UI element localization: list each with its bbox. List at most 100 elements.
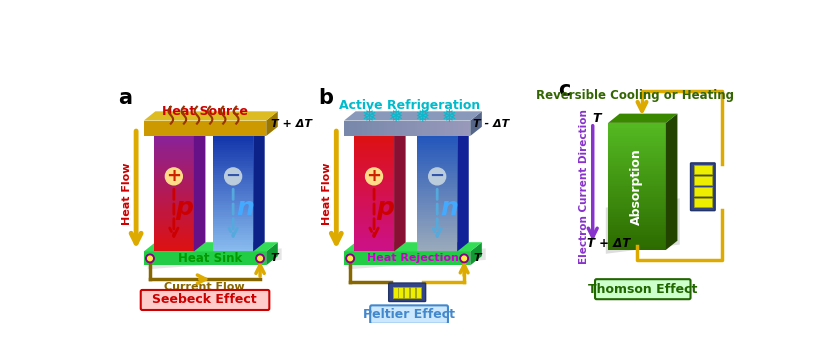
Bar [417, 166, 458, 168]
Bar [417, 147, 458, 150]
Bar [354, 136, 394, 138]
Bar [154, 219, 194, 221]
Bar [430, 121, 433, 136]
Bar [417, 238, 458, 240]
Bar [354, 191, 394, 194]
Bar [417, 150, 458, 152]
Bar [468, 121, 470, 136]
Bar [213, 173, 253, 175]
Bar [154, 166, 194, 168]
Bar [417, 182, 458, 184]
Text: Thomson Effect: Thomson Effect [588, 283, 697, 296]
Bar [354, 182, 394, 184]
Bar [422, 121, 425, 136]
Bar [354, 201, 394, 203]
Bar [154, 136, 194, 138]
Bar [417, 233, 458, 235]
Bar [608, 237, 666, 240]
Text: T + ΔT: T + ΔT [586, 237, 629, 250]
Text: T: T [593, 112, 601, 125]
Bar [213, 138, 253, 140]
Bar [213, 184, 253, 187]
Bar [608, 247, 666, 250]
Bar [354, 228, 394, 231]
Text: Reversible Cooling or Heating: Reversible Cooling or Heating [536, 89, 734, 102]
Text: b: b [319, 87, 334, 107]
Bar [154, 168, 194, 171]
Bar [354, 173, 394, 175]
Bar [354, 147, 394, 150]
Bar [608, 227, 666, 229]
Bar [213, 212, 253, 215]
Bar [154, 164, 194, 166]
Polygon shape [608, 114, 677, 123]
Bar [154, 143, 194, 145]
Bar [213, 210, 253, 212]
Circle shape [148, 256, 152, 261]
Bar [608, 209, 666, 212]
Polygon shape [666, 114, 677, 250]
Bar [154, 138, 194, 140]
Bar [213, 171, 253, 173]
Bar [154, 205, 194, 208]
Bar [608, 163, 666, 166]
Polygon shape [344, 242, 482, 252]
Bar [608, 148, 666, 151]
Bar [154, 215, 194, 217]
Bar [417, 235, 458, 238]
Bar [455, 121, 458, 136]
Bar [417, 159, 458, 162]
Bar [427, 121, 430, 136]
Bar [694, 187, 712, 196]
Bar [213, 247, 253, 249]
Bar [354, 212, 394, 215]
Circle shape [258, 256, 263, 261]
Bar [608, 207, 666, 209]
Bar [354, 166, 394, 168]
Circle shape [460, 254, 468, 262]
Bar [438, 121, 440, 136]
Circle shape [462, 256, 467, 261]
Bar [354, 221, 394, 224]
Bar [417, 217, 458, 219]
Bar [417, 184, 458, 187]
Bar [354, 219, 394, 221]
Bar [608, 229, 666, 232]
Bar [608, 153, 666, 156]
Bar [608, 158, 666, 161]
Bar [417, 189, 458, 191]
Bar [417, 203, 458, 205]
Bar [354, 205, 394, 208]
Bar [404, 287, 410, 298]
FancyBboxPatch shape [140, 290, 269, 310]
Bar [694, 197, 712, 207]
Bar [417, 245, 458, 247]
Bar [213, 136, 253, 138]
Bar [417, 157, 458, 159]
Polygon shape [470, 111, 482, 136]
Bar [154, 238, 194, 240]
Bar [425, 121, 427, 136]
Bar [608, 151, 666, 153]
Bar [154, 140, 194, 143]
Circle shape [348, 256, 353, 261]
Bar [213, 166, 253, 168]
Bar [354, 138, 394, 140]
Bar [213, 245, 253, 247]
Bar [369, 121, 372, 136]
Polygon shape [148, 248, 282, 269]
Bar [154, 189, 194, 191]
Bar [213, 145, 253, 147]
Bar [354, 121, 357, 136]
Bar [417, 178, 458, 180]
Bar [213, 226, 253, 228]
Bar [372, 121, 374, 136]
Bar [154, 242, 194, 245]
Circle shape [429, 168, 446, 185]
Bar [402, 121, 405, 136]
Bar [352, 121, 354, 136]
Bar [417, 247, 458, 249]
Bar [154, 198, 194, 201]
Bar [410, 287, 415, 298]
Bar [417, 212, 458, 215]
